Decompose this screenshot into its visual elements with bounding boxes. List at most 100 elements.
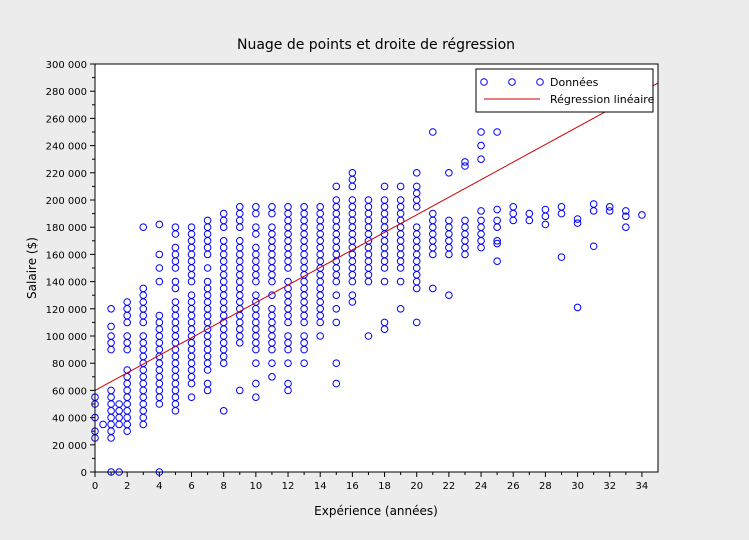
x-tick-label: 8	[220, 481, 226, 492]
data-point	[203, 379, 212, 388]
data-point	[316, 203, 325, 211]
data-point	[412, 223, 421, 231]
data-point	[412, 169, 421, 177]
data-point	[155, 264, 164, 272]
data-point	[477, 207, 485, 215]
y-tick-label: 220 000	[46, 169, 87, 180]
data-point	[541, 220, 550, 229]
data-point	[493, 257, 501, 266]
legend-marker	[536, 78, 544, 86]
data-point	[332, 318, 341, 327]
chart-title: Nuage de points et droite de régression	[237, 37, 515, 53]
y-axis-ticks: 0 20 000 40 000 60 000 80 000 100 000 120 000 1…	[46, 60, 95, 479]
x-tick-label: 16	[346, 481, 359, 492]
data-point	[268, 305, 276, 313]
data-point	[477, 155, 485, 163]
data-point	[139, 332, 148, 340]
plot-area	[95, 64, 658, 472]
data-point	[268, 203, 276, 211]
y-tick-label: 160 000	[46, 250, 87, 261]
data-point	[525, 209, 534, 218]
data-point	[380, 318, 389, 327]
data-point	[252, 291, 260, 300]
x-tick-label: 26	[507, 481, 520, 492]
data-point	[493, 239, 501, 248]
x-tick-label: 12	[282, 481, 295, 492]
data-point	[396, 305, 405, 313]
data-point	[235, 237, 244, 245]
data-point	[332, 182, 341, 191]
data-point	[589, 242, 598, 251]
data-point	[429, 209, 437, 218]
x-tick-label: 28	[539, 481, 552, 492]
y-tick-label: 140 000	[46, 278, 87, 289]
data-point	[268, 359, 276, 368]
data-point	[461, 216, 469, 225]
data-point	[557, 203, 566, 211]
data-point	[461, 158, 469, 166]
data-point	[332, 359, 341, 368]
data-point	[284, 379, 292, 388]
data-point	[332, 305, 341, 313]
data-point	[268, 223, 276, 231]
data-point	[605, 207, 614, 215]
legend-label-data: Données	[550, 76, 599, 89]
legend-marker	[508, 78, 516, 86]
data-point	[348, 196, 357, 204]
y-tick-label: 240 000	[46, 142, 87, 153]
data-point	[493, 216, 501, 225]
data-point	[493, 237, 501, 245]
data-point	[252, 223, 260, 231]
x-tick-label: 6	[188, 481, 194, 492]
scatter-points	[91, 128, 646, 476]
regression-line	[94, 82, 659, 391]
x-tick-label: 34	[636, 481, 649, 492]
data-point	[364, 332, 373, 340]
data-point	[445, 291, 453, 300]
data-point	[412, 182, 421, 191]
data-point	[235, 386, 244, 395]
y-tick-label: 0	[81, 468, 87, 479]
data-point	[252, 203, 260, 211]
x-tick-label: 14	[314, 481, 327, 492]
x-tick-label: 18	[378, 481, 391, 492]
data-point	[123, 332, 131, 340]
y-tick-label: 300 000	[46, 60, 87, 71]
y-tick-label: 200 000	[46, 196, 87, 207]
data-point	[396, 277, 405, 286]
x-tick-label: 30	[571, 481, 584, 492]
data-point	[187, 291, 196, 300]
data-point	[252, 379, 260, 388]
data-point	[573, 219, 582, 227]
data-point	[300, 359, 308, 368]
data-point	[187, 393, 196, 402]
y-axis-label: Salaire ($)	[25, 237, 39, 299]
data-point	[107, 322, 115, 331]
data-point	[348, 169, 357, 177]
data-point	[155, 311, 164, 320]
data-point	[115, 400, 123, 408]
data-point	[235, 203, 244, 211]
data-point	[219, 407, 228, 415]
data-point	[541, 205, 550, 214]
data-point	[252, 243, 260, 252]
data-point	[155, 250, 164, 259]
data-point	[493, 205, 501, 214]
data-point	[99, 420, 107, 429]
data-point	[123, 298, 131, 306]
data-point	[638, 211, 646, 219]
data-point	[203, 216, 212, 225]
legend: Données Régression linéaire	[475, 68, 655, 113]
data-point	[107, 305, 115, 313]
data-point	[412, 318, 421, 327]
x-tick-label: 32	[603, 481, 616, 492]
y-tick-label: 100 000	[46, 332, 87, 343]
data-point	[622, 207, 630, 215]
data-point	[284, 332, 292, 340]
y-tick-label: 60 000	[52, 386, 87, 397]
data-point	[284, 203, 292, 211]
y-tick-label: 180 000	[46, 223, 87, 234]
data-point	[171, 243, 180, 252]
data-point	[139, 284, 148, 293]
data-point	[445, 216, 453, 225]
